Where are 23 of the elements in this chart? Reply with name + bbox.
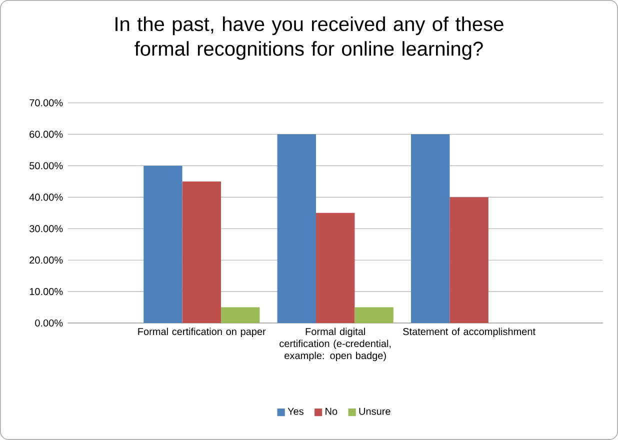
legend-label: No (326, 408, 338, 415)
bar (354, 307, 394, 324)
bar (316, 212, 355, 324)
y-tick-label: 40.00% (29, 194, 63, 201)
y-tick-label: 10.00% (30, 288, 63, 296)
chart-title: In the past, have you received any of these formal recognitions for online learning? (116, 16, 504, 60)
bar (182, 182, 221, 324)
y-tick-label: 60.00% (30, 130, 63, 138)
legend-label: Unsure (359, 408, 390, 415)
bar (144, 166, 182, 324)
x-tick-label: Formal digital certification (e-credential, example: open badge) (280, 328, 391, 362)
y-tick-label: 70.00% (30, 99, 63, 106)
y-tick-label: 30.00% (30, 225, 63, 232)
bar (411, 134, 450, 324)
y-tick-label: 0.00% (35, 320, 63, 327)
x-tick-label: Statement of accomplishment (403, 328, 536, 338)
x-tick-label: Formal certification on paper (138, 328, 266, 338)
y-tick-label: 20.00% (30, 256, 63, 264)
y-tick-label: 50.00% (30, 162, 63, 170)
bar (220, 307, 260, 324)
bar (277, 134, 316, 324)
bar (450, 197, 488, 324)
legend-label: Yes (288, 408, 304, 415)
